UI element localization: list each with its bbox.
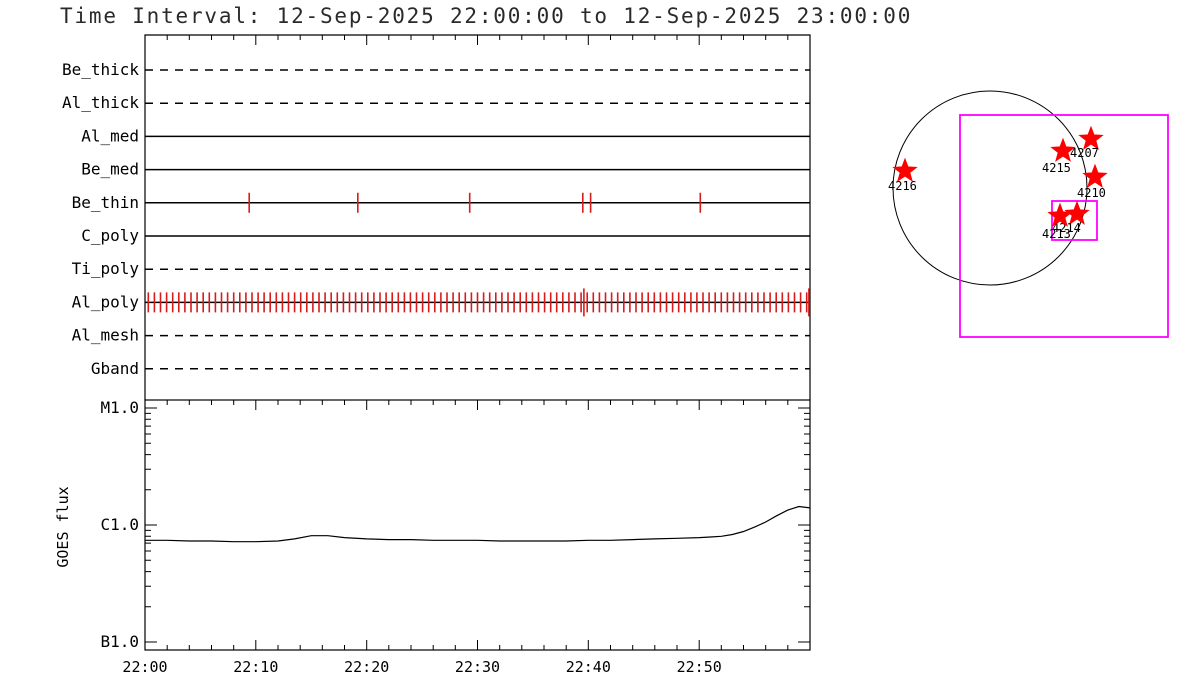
- active-region-label-4214: 4214: [1052, 221, 1081, 235]
- filter-label-Al_thick: Al_thick: [62, 93, 139, 112]
- active-region-label-4213: 4213: [1042, 227, 1071, 241]
- goes-x-label-2230: 22:30: [455, 658, 500, 676]
- active-region-star-4215: [1050, 137, 1076, 162]
- plot-title: Time Interval: 12-Sep-2025 22:00:00 to 1…: [60, 4, 913, 28]
- active-region-label-4210: 4210: [1077, 186, 1106, 200]
- goes-flux-panel: M1.0 C1.0 B1.0 22:00 22:10 22:20 22:30 22:40 22:…: [54, 398, 811, 676]
- active-region-star-4207: [1078, 125, 1104, 150]
- solar-limb: [892, 90, 1088, 286]
- goes-y-label-C1.0: C1.0: [100, 515, 139, 534]
- active-region-star-4213: [1047, 202, 1073, 227]
- goes-x-label-2240: 22:40: [566, 658, 611, 676]
- timeline-top-ticks: [144, 35, 811, 45]
- goes-y-label-M1.0: M1.0: [100, 398, 139, 417]
- goes-x-ticks: [144, 400, 811, 650]
- goes-flux-curve: [145, 505, 811, 543]
- fov-box-0: [959, 114, 1169, 338]
- exposure-ticks-Al_poly: [147, 288, 810, 317]
- goes-x-label-2220: 22:20: [344, 658, 389, 676]
- filter-label-Gband: Gband: [91, 359, 139, 378]
- active-region-star-4216: [892, 157, 918, 182]
- fov-box-1: [1051, 200, 1098, 241]
- filter-label-Ti_poly: Ti_poly: [72, 259, 140, 278]
- active-region-star-4214: [1064, 200, 1090, 225]
- active-region-star-4210: [1082, 163, 1108, 188]
- filter-label-Be_thin: Be_thin: [72, 193, 139, 212]
- filter-timeline-panel: Be_thick Al_thick Al_med Be_med Be_thin C_pol…: [62, 34, 811, 400]
- filter-label-Al_mesh: Al_mesh: [72, 326, 139, 345]
- filter-label-Be_med: Be_med: [81, 160, 139, 179]
- goes-y-label-B1.0: B1.0: [100, 632, 139, 651]
- timeline-frame: [144, 34, 811, 400]
- filter-label-C_poly: C_poly: [81, 226, 139, 245]
- goes-x-label-2210: 22:10: [233, 658, 278, 676]
- goes-x-label-2200: 22:00: [122, 658, 167, 676]
- filter-label-Be_thick: Be_thick: [62, 60, 139, 79]
- active-region-label-4216: 4216: [888, 179, 917, 193]
- goes-frame: [144, 399, 811, 651]
- active-region-label-4215: 4215: [1042, 161, 1071, 175]
- filter-label-Al_poly: Al_poly: [72, 292, 140, 311]
- goes-y-ticks: [145, 407, 810, 643]
- goes-y-axis-title: GOES flux: [54, 486, 72, 567]
- goes-x-label-2250: 22:50: [677, 658, 722, 676]
- filter-label-Al_med: Al_med: [81, 126, 139, 145]
- exposure-ticks-Be_thin: [248, 192, 702, 213]
- active-region-label-4207: 4207: [1070, 146, 1099, 160]
